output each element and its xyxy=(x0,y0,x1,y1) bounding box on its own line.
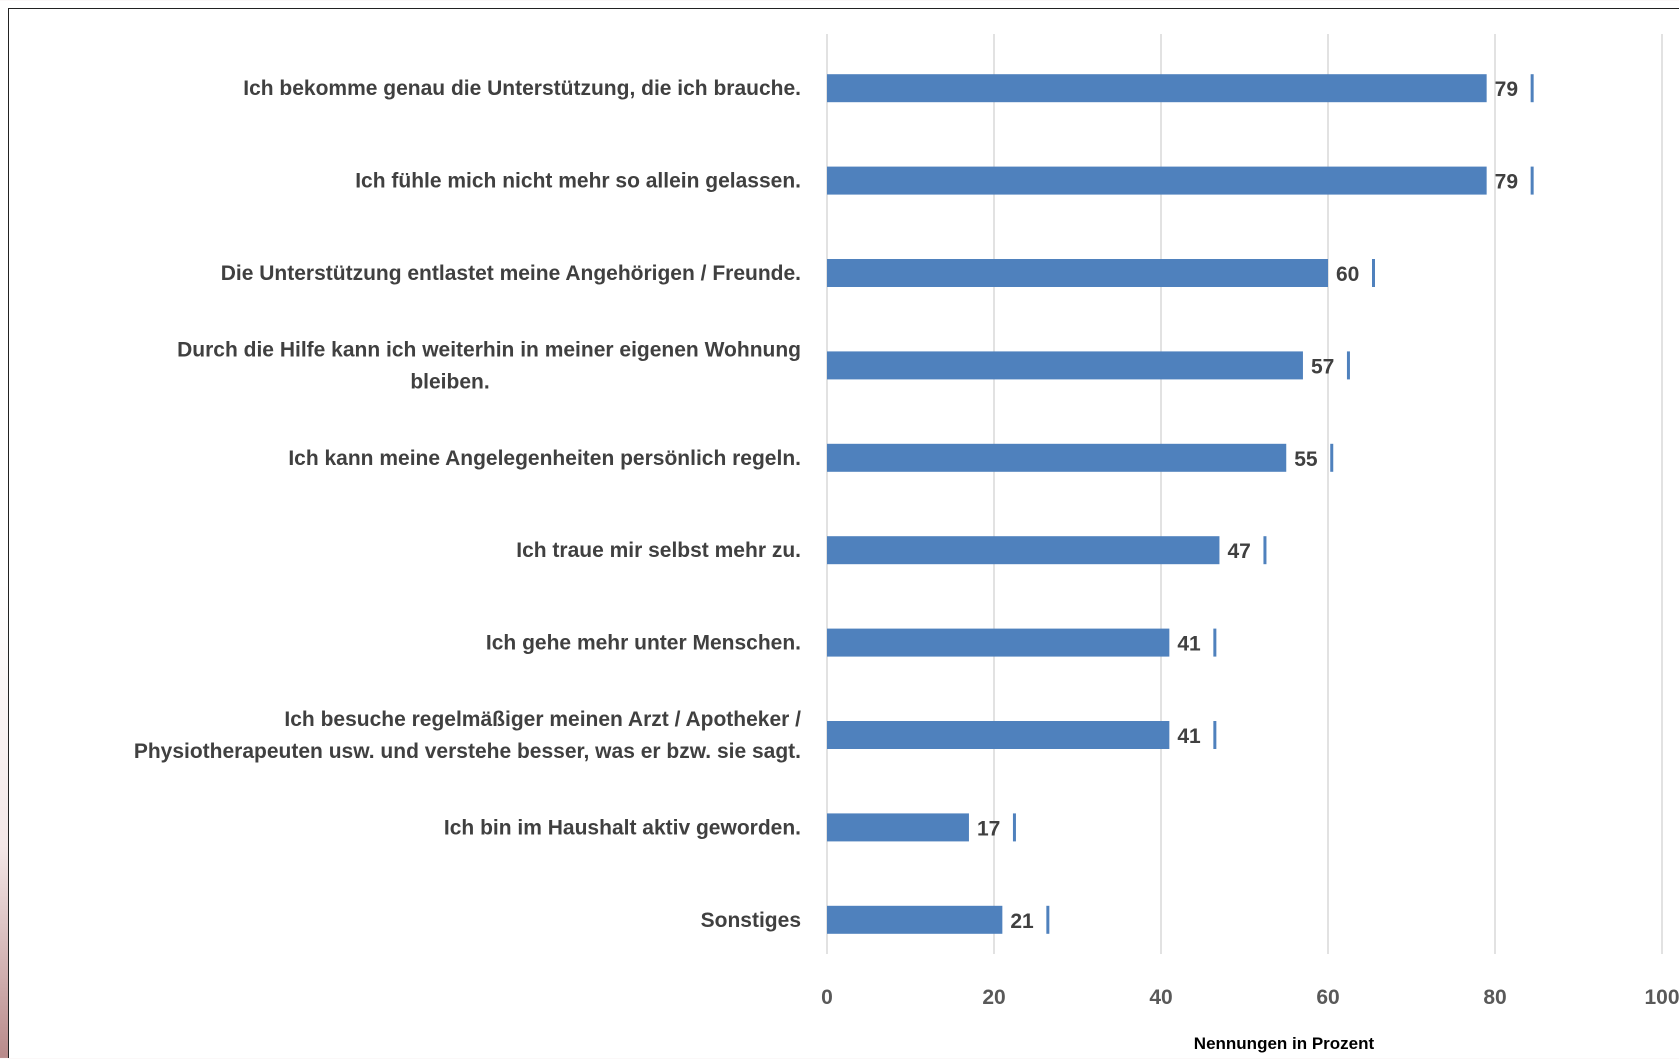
bars xyxy=(827,74,1534,934)
bar xyxy=(827,813,969,842)
category-label-line: Durch die Hilfe kann ich weiterhin in me… xyxy=(177,338,801,361)
category-labels: Ich bekomme genau die Unterstützung, die… xyxy=(134,77,801,932)
bar xyxy=(827,351,1303,380)
category-label-line: Ich fühle mich nicht mehr so allein gela… xyxy=(355,170,801,193)
value-labels: 79 79 60 57 55 47 41 41 17 21 xyxy=(977,78,1518,933)
value-label: 41 xyxy=(1177,725,1201,748)
bar-chart: 79 79 60 57 55 47 41 41 17 21 Ich bekomme genau d… xyxy=(134,34,1679,1053)
bar xyxy=(827,443,1287,472)
value-label: 79 xyxy=(1495,78,1518,101)
x-tick-label: 40 xyxy=(1149,986,1172,1009)
bar xyxy=(827,536,1220,565)
bar-end-marker xyxy=(1330,443,1334,472)
category-label: Ich bin im Haushalt aktiv geworden. xyxy=(444,816,801,839)
category-label-line: Ich bekomme genau die Unterstützung, die… xyxy=(243,77,801,100)
category-label: Ich besuche regelmäßiger meinen Arzt / A… xyxy=(134,708,801,763)
value-label: 17 xyxy=(977,817,1000,840)
chart-frame: 79 79 60 57 55 47 41 41 17 21 Ich bekomme genau d… xyxy=(8,8,1679,1058)
category-label: Ich gehe mehr unter Menschen. xyxy=(486,632,801,655)
value-label: 60 xyxy=(1336,263,1359,286)
category-label-line: Ich gehe mehr unter Menschen. xyxy=(486,632,801,655)
category-label-line: Physiotherapeuten usw. und verstehe bess… xyxy=(134,740,801,763)
bar xyxy=(827,166,1487,195)
x-tick-label: 60 xyxy=(1316,986,1339,1009)
category-label: Ich fühle mich nicht mehr so allein gela… xyxy=(355,170,801,193)
x-tick-label: 80 xyxy=(1483,986,1506,1009)
bar-end-marker xyxy=(1046,905,1050,934)
bar-end-marker xyxy=(1346,351,1350,380)
bar xyxy=(827,628,1170,657)
bar xyxy=(827,74,1487,103)
bar-end-marker xyxy=(1263,536,1267,565)
value-label: 47 xyxy=(1227,540,1250,563)
category-label: Ich bekomme genau die Unterstützung, die… xyxy=(243,77,801,100)
category-label: Sonstiges xyxy=(701,909,801,932)
bar-end-marker xyxy=(1213,721,1217,749)
value-label: 55 xyxy=(1294,448,1318,471)
category-label-line: Ich besuche regelmäßiger meinen Arzt / A… xyxy=(284,708,801,731)
bar xyxy=(827,259,1328,287)
bar-end-marker xyxy=(1213,628,1217,657)
category-label-line: Die Unterstützung entlastet meine Angehö… xyxy=(221,262,801,285)
category-label-line: Sonstiges xyxy=(701,909,801,932)
value-label: 41 xyxy=(1177,633,1201,656)
category-label: Ich kann meine Angelegenheiten persönlic… xyxy=(288,447,801,470)
category-label: Die Unterstützung entlastet meine Angehö… xyxy=(221,262,801,285)
bar xyxy=(827,721,1170,749)
bar-end-marker xyxy=(1530,74,1534,103)
category-label-line: bleiben. xyxy=(410,370,489,393)
x-tick-label: 0 xyxy=(821,986,833,1009)
category-label-line: Ich traue mir selbst mehr zu. xyxy=(516,539,801,562)
value-label: 21 xyxy=(1010,910,1034,933)
category-label-line: Ich kann meine Angelegenheiten persönlic… xyxy=(288,447,801,470)
x-tick-label: 20 xyxy=(982,986,1005,1009)
x-tick-labels: 0 20 40 60 80 100 xyxy=(821,986,1679,1009)
bar-end-marker xyxy=(1372,259,1375,287)
category-label: Ich traue mir selbst mehr zu. xyxy=(516,539,801,562)
value-label: 57 xyxy=(1311,355,1334,378)
value-label: 79 xyxy=(1495,171,1518,194)
category-label: Durch die Hilfe kann ich weiterhin in me… xyxy=(177,338,801,393)
x-axis-label: Nennungen in Prozent xyxy=(1194,1034,1375,1053)
category-label-line: Ich bin im Haushalt aktiv geworden. xyxy=(444,816,801,839)
bar-end-marker xyxy=(1530,166,1534,195)
x-tick-label: 100 xyxy=(1644,986,1679,1009)
bar-end-marker xyxy=(1012,813,1016,842)
bar xyxy=(827,905,1003,934)
